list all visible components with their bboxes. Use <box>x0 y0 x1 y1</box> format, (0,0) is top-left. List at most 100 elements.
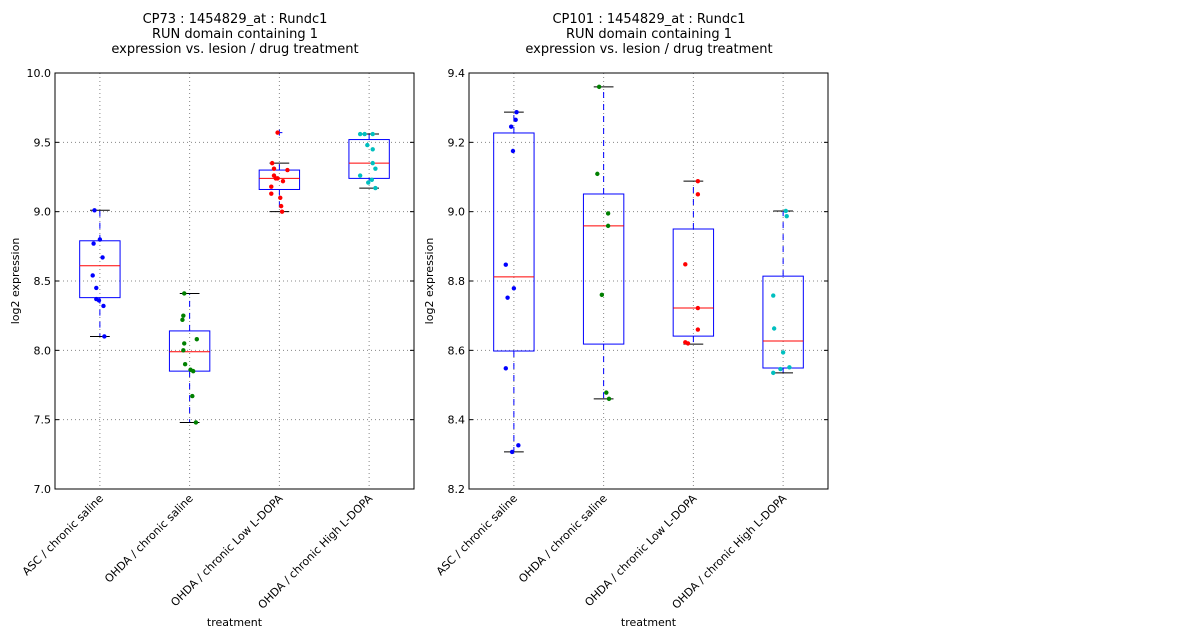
data-point <box>605 223 611 229</box>
box-iqr <box>582 193 625 345</box>
data-point <box>606 396 612 402</box>
data-point <box>510 148 516 154</box>
box-iqr <box>348 139 390 179</box>
data-point <box>373 166 378 171</box>
box-2 <box>582 86 625 400</box>
data-point <box>780 350 786 355</box>
data-point <box>695 305 701 311</box>
plot-frame <box>54 72 415 490</box>
plot-frame <box>468 72 829 490</box>
data-point <box>514 109 519 115</box>
box-iqr <box>258 169 301 190</box>
data-point <box>604 390 609 395</box>
data-point <box>280 178 286 184</box>
chart-title-line: expression vs. lesion / drug treatment <box>111 42 358 57</box>
x-axis-label: treatment <box>207 616 263 629</box>
data-point <box>190 393 195 399</box>
data-point <box>505 295 510 300</box>
data-point <box>100 255 105 260</box>
data-point <box>193 420 199 425</box>
data-point <box>181 348 186 353</box>
data-point <box>97 237 103 242</box>
data-point <box>94 285 99 291</box>
box-4 <box>762 210 804 374</box>
data-point <box>369 177 375 182</box>
box-iqr <box>493 132 535 352</box>
data-point <box>685 341 691 346</box>
data-point <box>182 291 187 296</box>
data-point <box>357 173 363 178</box>
data-point <box>269 160 275 166</box>
data-point <box>91 241 96 246</box>
data-point <box>90 273 95 278</box>
data-point <box>101 303 106 309</box>
data-point <box>366 180 371 185</box>
x-tick-label: ASC / chronic saline <box>434 492 520 578</box>
y-tick-label: 7.0 <box>34 483 52 496</box>
y-tick-label: 9.4 <box>448 67 466 80</box>
data-point <box>182 362 188 367</box>
data-point <box>596 84 602 90</box>
chart-title-line: expression vs. lesion / drug treatment <box>525 42 772 57</box>
y-tick-label: 8.5 <box>34 275 52 288</box>
data-point <box>278 195 283 200</box>
data-point <box>784 213 789 219</box>
data-point <box>92 208 97 213</box>
data-point <box>503 366 508 371</box>
data-point <box>370 160 375 166</box>
data-point <box>180 317 185 323</box>
data-point <box>182 341 187 346</box>
data-point <box>787 365 792 370</box>
box-iqr <box>672 228 715 337</box>
y-tick-label: 10.0 <box>27 67 52 80</box>
data-point <box>194 337 200 342</box>
data-point <box>279 209 285 214</box>
y-tick-label: 9.0 <box>34 206 52 219</box>
data-point <box>695 327 701 332</box>
data-point <box>595 171 600 177</box>
chart-title-line: RUN domain containing 1 <box>152 27 318 42</box>
y-tick-label: 8.4 <box>448 414 466 427</box>
data-point <box>357 131 363 137</box>
data-point <box>278 203 284 209</box>
x-tick-label: OHDA / chronic saline <box>102 492 196 586</box>
data-point <box>771 326 777 331</box>
data-point <box>783 208 789 214</box>
x-tick-label: OHDA / chronic saline <box>516 492 610 586</box>
data-point <box>778 366 783 372</box>
data-point <box>285 167 290 173</box>
data-point <box>275 176 280 181</box>
y-axis-label: log2 expression <box>423 238 436 325</box>
x-tick-label: ASC / chronic saline <box>20 492 106 578</box>
data-point <box>94 296 99 302</box>
data-point <box>370 147 375 152</box>
box-iqr <box>762 275 804 369</box>
y-tick-label: 8.2 <box>448 483 466 496</box>
chart-title-line: CP73 : 1454829_at : Rundc1 <box>143 12 328 27</box>
data-point <box>516 443 521 448</box>
x-axis-label: treatment <box>621 616 677 629</box>
data-point <box>191 368 196 374</box>
chart-title-line: CP101 : 1454829_at : Rundc1 <box>552 12 745 27</box>
data-point <box>181 313 186 318</box>
data-point <box>102 334 107 339</box>
y-tick-label: 9.2 <box>448 136 466 149</box>
data-point <box>269 184 274 189</box>
data-point <box>373 185 378 191</box>
data-point <box>275 130 280 135</box>
data-point <box>771 370 776 376</box>
y-tick-label: 8.6 <box>448 344 466 357</box>
data-point <box>362 131 367 137</box>
data-point <box>695 192 701 197</box>
data-point <box>509 449 515 455</box>
y-tick-label: 8.8 <box>448 275 466 288</box>
box-1 <box>493 111 535 453</box>
data-point <box>370 131 375 137</box>
data-point <box>695 178 701 184</box>
y-tick-label: 9.0 <box>448 206 466 219</box>
y-tick-label: 7.5 <box>34 414 52 427</box>
data-point <box>599 292 605 298</box>
